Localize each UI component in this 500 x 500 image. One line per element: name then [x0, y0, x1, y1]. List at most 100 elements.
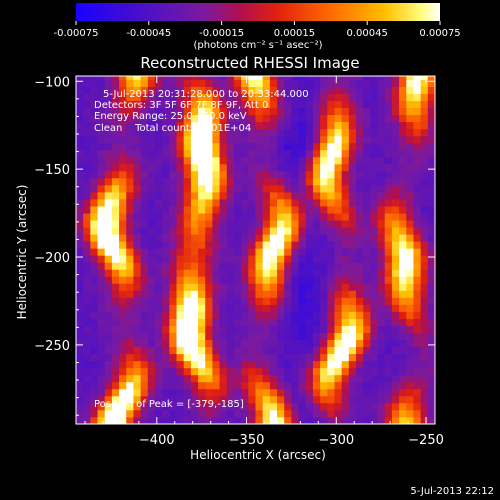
- heatmap-cell: [427, 107, 435, 116]
- heatmap-cell: [183, 135, 192, 144]
- heatmap-cell: [391, 353, 400, 362]
- heatmap-cell: [154, 290, 163, 298]
- heatmap-cell: [291, 156, 299, 165]
- heatmap-cell: [241, 311, 249, 319]
- heatmap-cell: [169, 276, 177, 284]
- heatmap-cell: [219, 199, 228, 207]
- heatmap-cell: [83, 332, 91, 341]
- heatmap-cell: [111, 184, 120, 193]
- heatmap-cell: [269, 76, 278, 80]
- heatmap-cell: [341, 290, 350, 298]
- heatmap-cell: [198, 114, 206, 123]
- annotation-time-range: 5-Jul-2013 20:31:28.000 to 20:33:44.000: [103, 89, 309, 100]
- heatmap-cell: [212, 241, 220, 249]
- heatmap-cell: [205, 206, 213, 214]
- heatmap-cell: [162, 353, 170, 362]
- heatmap-cell: [248, 262, 256, 270]
- heatmap-cell: [363, 234, 371, 242]
- heatmap-cell: [255, 135, 264, 144]
- heatmap-cell: [284, 290, 292, 298]
- heatmap-cell: [327, 184, 335, 193]
- heatmap-cell: [76, 332, 84, 341]
- heatmap-cell: [391, 121, 400, 130]
- heatmap-cell: [83, 107, 91, 116]
- heatmap-cell: [356, 297, 364, 305]
- heatmap-cell: [90, 388, 98, 397]
- heatmap-cell: [377, 93, 386, 102]
- heatmap-cell: [255, 297, 264, 305]
- heatmap-cell: [162, 192, 170, 200]
- heatmap-cell: [298, 163, 307, 172]
- heatmap-cell: [298, 388, 307, 397]
- heatmap-cell: [255, 184, 264, 193]
- heatmap-cell: [198, 149, 206, 158]
- heatmap-cell: [90, 290, 98, 298]
- heatmap-cell: [356, 269, 364, 277]
- heatmap-cell: [83, 79, 91, 87]
- heatmap-cell: [277, 346, 285, 355]
- heatmap-cell: [320, 114, 328, 123]
- heatmap-cell: [76, 346, 84, 355]
- heatmap-cell: [176, 93, 185, 102]
- heatmap-cell: [162, 311, 170, 319]
- heatmap-cell: [205, 114, 213, 123]
- heatmap-cell: [420, 346, 429, 355]
- heatmap-cell: [334, 325, 343, 334]
- heatmap-cell: [370, 114, 378, 123]
- heatmap-cell: [327, 297, 335, 305]
- heatmap-cell: [226, 262, 235, 270]
- heatmap-cell: [111, 255, 120, 263]
- heatmap-cell: [233, 107, 242, 116]
- heatmap-cell: [226, 367, 235, 376]
- heatmap-cell: [348, 318, 357, 326]
- heatmap-cell: [190, 206, 199, 214]
- heatmap-cell: [341, 339, 350, 348]
- heatmap-cell: [384, 248, 393, 256]
- heatmap-cell: [255, 290, 264, 298]
- heatmap-cell: [284, 395, 292, 404]
- heatmap-cell: [312, 248, 321, 256]
- heatmap-cell: [198, 388, 206, 397]
- heatmap-cell: [298, 128, 307, 137]
- heatmap-cell: [413, 142, 422, 151]
- heatmap-cell: [97, 388, 106, 397]
- heatmap-cell: [205, 395, 213, 404]
- heatmap-cell: [97, 206, 106, 214]
- heatmap-cell: [176, 416, 185, 424]
- heatmap-cell: [133, 100, 142, 109]
- heatmap-cell: [111, 170, 120, 179]
- heatmap-cell: [126, 395, 134, 404]
- heatmap-cell: [183, 248, 192, 256]
- heatmap-cell: [133, 135, 142, 144]
- heatmap-cell: [205, 241, 213, 249]
- heatmap-cell: [406, 255, 414, 263]
- heatmap-cell: [298, 220, 307, 228]
- heatmap-cell: [248, 255, 256, 263]
- heatmap-cell: [104, 269, 113, 277]
- heatmap-cell: [427, 325, 435, 334]
- heatmap-cell: [176, 395, 185, 404]
- heatmap-cell: [133, 367, 142, 376]
- heatmap-cell: [83, 248, 91, 256]
- heatmap-cell: [169, 367, 177, 376]
- heatmap-cell: [190, 177, 199, 186]
- heatmap-cell: [111, 248, 120, 256]
- heatmap-cell: [241, 206, 249, 214]
- heatmap-cell: [154, 332, 163, 341]
- heatmap-cell: [305, 360, 314, 369]
- heatmap-cell: [298, 170, 307, 179]
- heatmap-cell: [119, 220, 127, 228]
- heatmap-cell: [413, 297, 422, 305]
- heatmap-cell: [262, 149, 271, 158]
- heatmap-cell: [90, 177, 98, 186]
- heatmap-cell: [97, 276, 106, 284]
- heatmap-cell: [212, 76, 220, 80]
- heatmap-cell: [241, 388, 249, 397]
- heatmap-cell: [241, 79, 249, 87]
- heatmap-cell: [198, 269, 206, 277]
- heatmap-cell: [427, 374, 435, 383]
- heatmap-cell: [169, 395, 177, 404]
- heatmap-cell: [399, 128, 407, 137]
- heatmap-cell: [119, 128, 127, 137]
- heatmap-cell: [241, 177, 249, 186]
